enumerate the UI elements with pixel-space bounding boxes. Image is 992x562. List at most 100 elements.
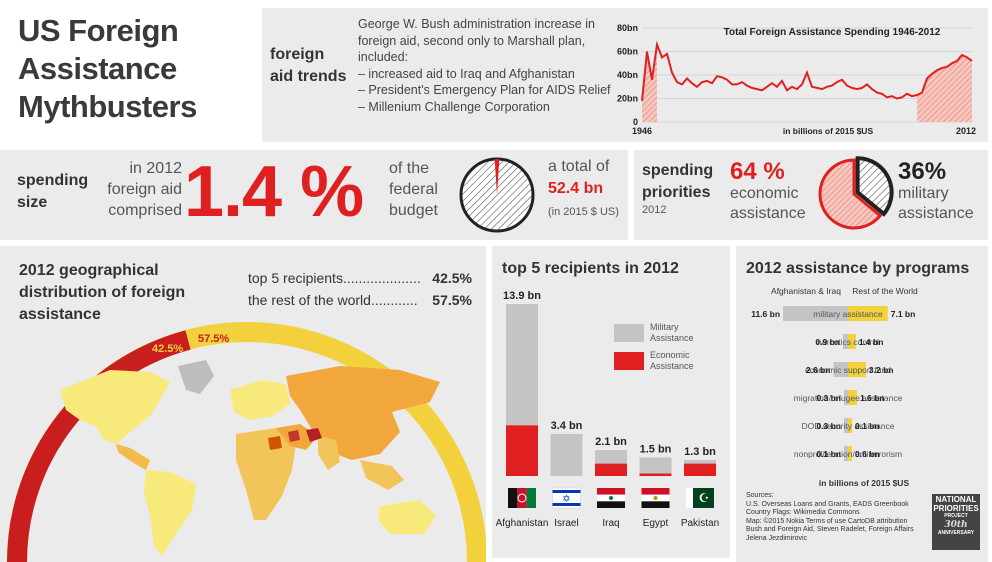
legend-military-swatch: [614, 324, 644, 342]
map-south-america: [144, 470, 196, 556]
bar-economic: [506, 425, 538, 476]
program-bar-afg-iraq: [844, 446, 848, 461]
svg-text:☪: ☪: [699, 491, 710, 505]
bar-economic: [684, 463, 716, 476]
program-left-value: 0.1 bn: [816, 449, 841, 459]
trends-heading: foreign aid trends: [270, 46, 347, 85]
program-left-value: 0.3 bn: [816, 421, 841, 431]
title-line-1: US Foreign: [18, 13, 179, 48]
programs-x-label: in billions of 2015 $US: [819, 478, 910, 488]
program-left-value: 2.6 bn: [806, 365, 831, 375]
spending-size-heading: spending size: [17, 170, 89, 214]
trend-series-line: [641, 40, 973, 101]
bar-category-label: Afghanistan: [496, 518, 549, 529]
geo-row-label: top 5 recipients....................: [248, 270, 421, 286]
afghanistan-flag: [508, 488, 536, 508]
map-continents: [60, 360, 440, 556]
trends-text-line: George W. Bush administration increase i…: [358, 17, 595, 31]
geo-row-value: 57.5%: [432, 292, 472, 308]
legend-economic-swatch: [614, 352, 644, 370]
geo-row-value: 42.5%: [432, 270, 472, 286]
spending-total-unit: (in 2015 $ US): [548, 206, 619, 218]
bar-value-label: 1.3 bn: [684, 446, 716, 458]
sources-line: Bush and Foreign Aid, Steven Radelet, Fo…: [746, 526, 914, 534]
program-bar-rest: [848, 446, 852, 461]
program-category-label: narcotics control: [817, 337, 879, 347]
program-bar-rest: [848, 306, 888, 321]
trends-text-line: – President's Emergency Plan for AIDS Re…: [358, 83, 611, 97]
map-south-asia: [318, 436, 340, 470]
bar-category-label: Iraq: [602, 518, 619, 529]
trend-x-tick: 1946: [632, 126, 652, 136]
program-bar-rest: [848, 334, 856, 349]
egypt-flag: [641, 488, 670, 508]
program-right-value: 3.2 bn: [869, 365, 894, 375]
page-title: US Foreign Assistance Mythbusters: [18, 12, 197, 126]
spending-total-label: a total of: [548, 158, 610, 175]
trend-y-tick: 60bn: [617, 47, 638, 57]
israel-flag: ✡: [552, 487, 581, 509]
map-russia: [286, 366, 440, 416]
trends-text-line: foreign aid, second only to Marshall pla…: [358, 33, 586, 48]
trend-y-ticks: 0 20bn 40bn 60bn 80bn: [617, 23, 638, 127]
program-right-value: 1.4 bn: [859, 337, 884, 347]
arc-top5: [7, 330, 191, 562]
bar-value-label: 3.4 bn: [551, 420, 583, 432]
program-right-value: 7.1 bn: [891, 309, 916, 319]
sources-line: Sources:: [746, 492, 774, 499]
military-slice: [855, 156, 894, 217]
national-priorities-project-logo: NATIONAL PRIORITIES PROJECT 30th ANNIVER…: [932, 494, 980, 550]
trend-highlight-area: [917, 55, 972, 122]
bar-value-label: 2.1 bn: [595, 436, 627, 448]
program-bar-rest: [848, 418, 852, 433]
programs-bar-chart: Afghanistan & Iraq Rest of the World mil…: [751, 286, 918, 488]
budget-share-pie: [459, 157, 535, 233]
top5-legend: Military Assistance Economic Assistance: [614, 322, 694, 371]
spending-size-big-value: 1.4 %: [184, 152, 364, 232]
arc-label-rest: 57.5%: [198, 333, 229, 345]
trend-line-chart: 0 20bn 40bn 60bn 80bn Total Foreign Assistan…: [617, 23, 976, 136]
program-bar-afg-iraq: [783, 306, 848, 321]
map-southeast-asia: [360, 460, 404, 490]
programs-right-label: Rest of the World: [852, 286, 918, 296]
program-bar-rest: [848, 362, 866, 377]
bar-military: [639, 457, 672, 474]
spending-size-heading-text: spending size: [17, 172, 89, 211]
bar-value-label: 13.9 bn: [503, 290, 541, 302]
bar-category-label: Israel: [554, 518, 578, 529]
world-map: 42.5% 57.5%: [7, 321, 486, 562]
program-category-label: military assistance: [813, 309, 883, 319]
spending-size-post-text: of the federal budget: [389, 160, 438, 219]
trend-y-tick: 0: [633, 117, 638, 127]
program-bar-afg-iraq: [844, 418, 848, 433]
top5-recipients-panel: top 5 recipients in 2012 13.9 bn Afghanis…: [492, 246, 730, 558]
program-bar-afg-iraq: [844, 390, 848, 405]
trend-x-label: in billions of 2015 $US: [783, 126, 874, 136]
economic-percent: 64 %: [730, 158, 785, 185]
trends-panel: foreign aid trends George W. Bush admini…: [262, 8, 988, 142]
priorities-heading: spending priorities: [642, 160, 722, 204]
bar-category-label: Egypt: [643, 518, 669, 529]
geo-heading: 2012 geographical distribution of foreig…: [19, 262, 186, 323]
budget-pie-aid-slice: [494, 159, 500, 195]
map-north-america: [60, 370, 170, 444]
programs-bars: military assistance 11.6 bn 7.1 bn narcotic…: [751, 306, 915, 461]
economic-slice: [818, 158, 883, 230]
bar-military: [684, 459, 716, 464]
priorities-heading-text: spending priorities: [642, 162, 714, 201]
trends-text: George W. Bush administration increase i…: [358, 16, 611, 115]
spending-priorities-panel: spending priorities 2012 64 % economic a…: [634, 150, 988, 240]
program-bar-afg-iraq: [842, 334, 848, 349]
program-category-label: economic support fund: [805, 365, 891, 375]
title-line-3: Mythbusters: [18, 89, 197, 124]
programs-panel: 2012 assistance by programs Afghanistan …: [736, 246, 988, 562]
spending-total-value: 52.4 bn: [548, 180, 604, 197]
map-central-america: [116, 444, 150, 470]
programs-heading: 2012 assistance by programs: [746, 260, 970, 277]
program-category-label: nonproliferation/antiterrorism: [794, 449, 902, 459]
sources-line: U.S. Overseas Loans and Grants, EADS Gre…: [746, 500, 909, 508]
bar-economic: [639, 473, 672, 476]
map-greenland: [178, 360, 214, 394]
program-bar-rest: [848, 390, 857, 405]
map-asia: [300, 410, 400, 460]
